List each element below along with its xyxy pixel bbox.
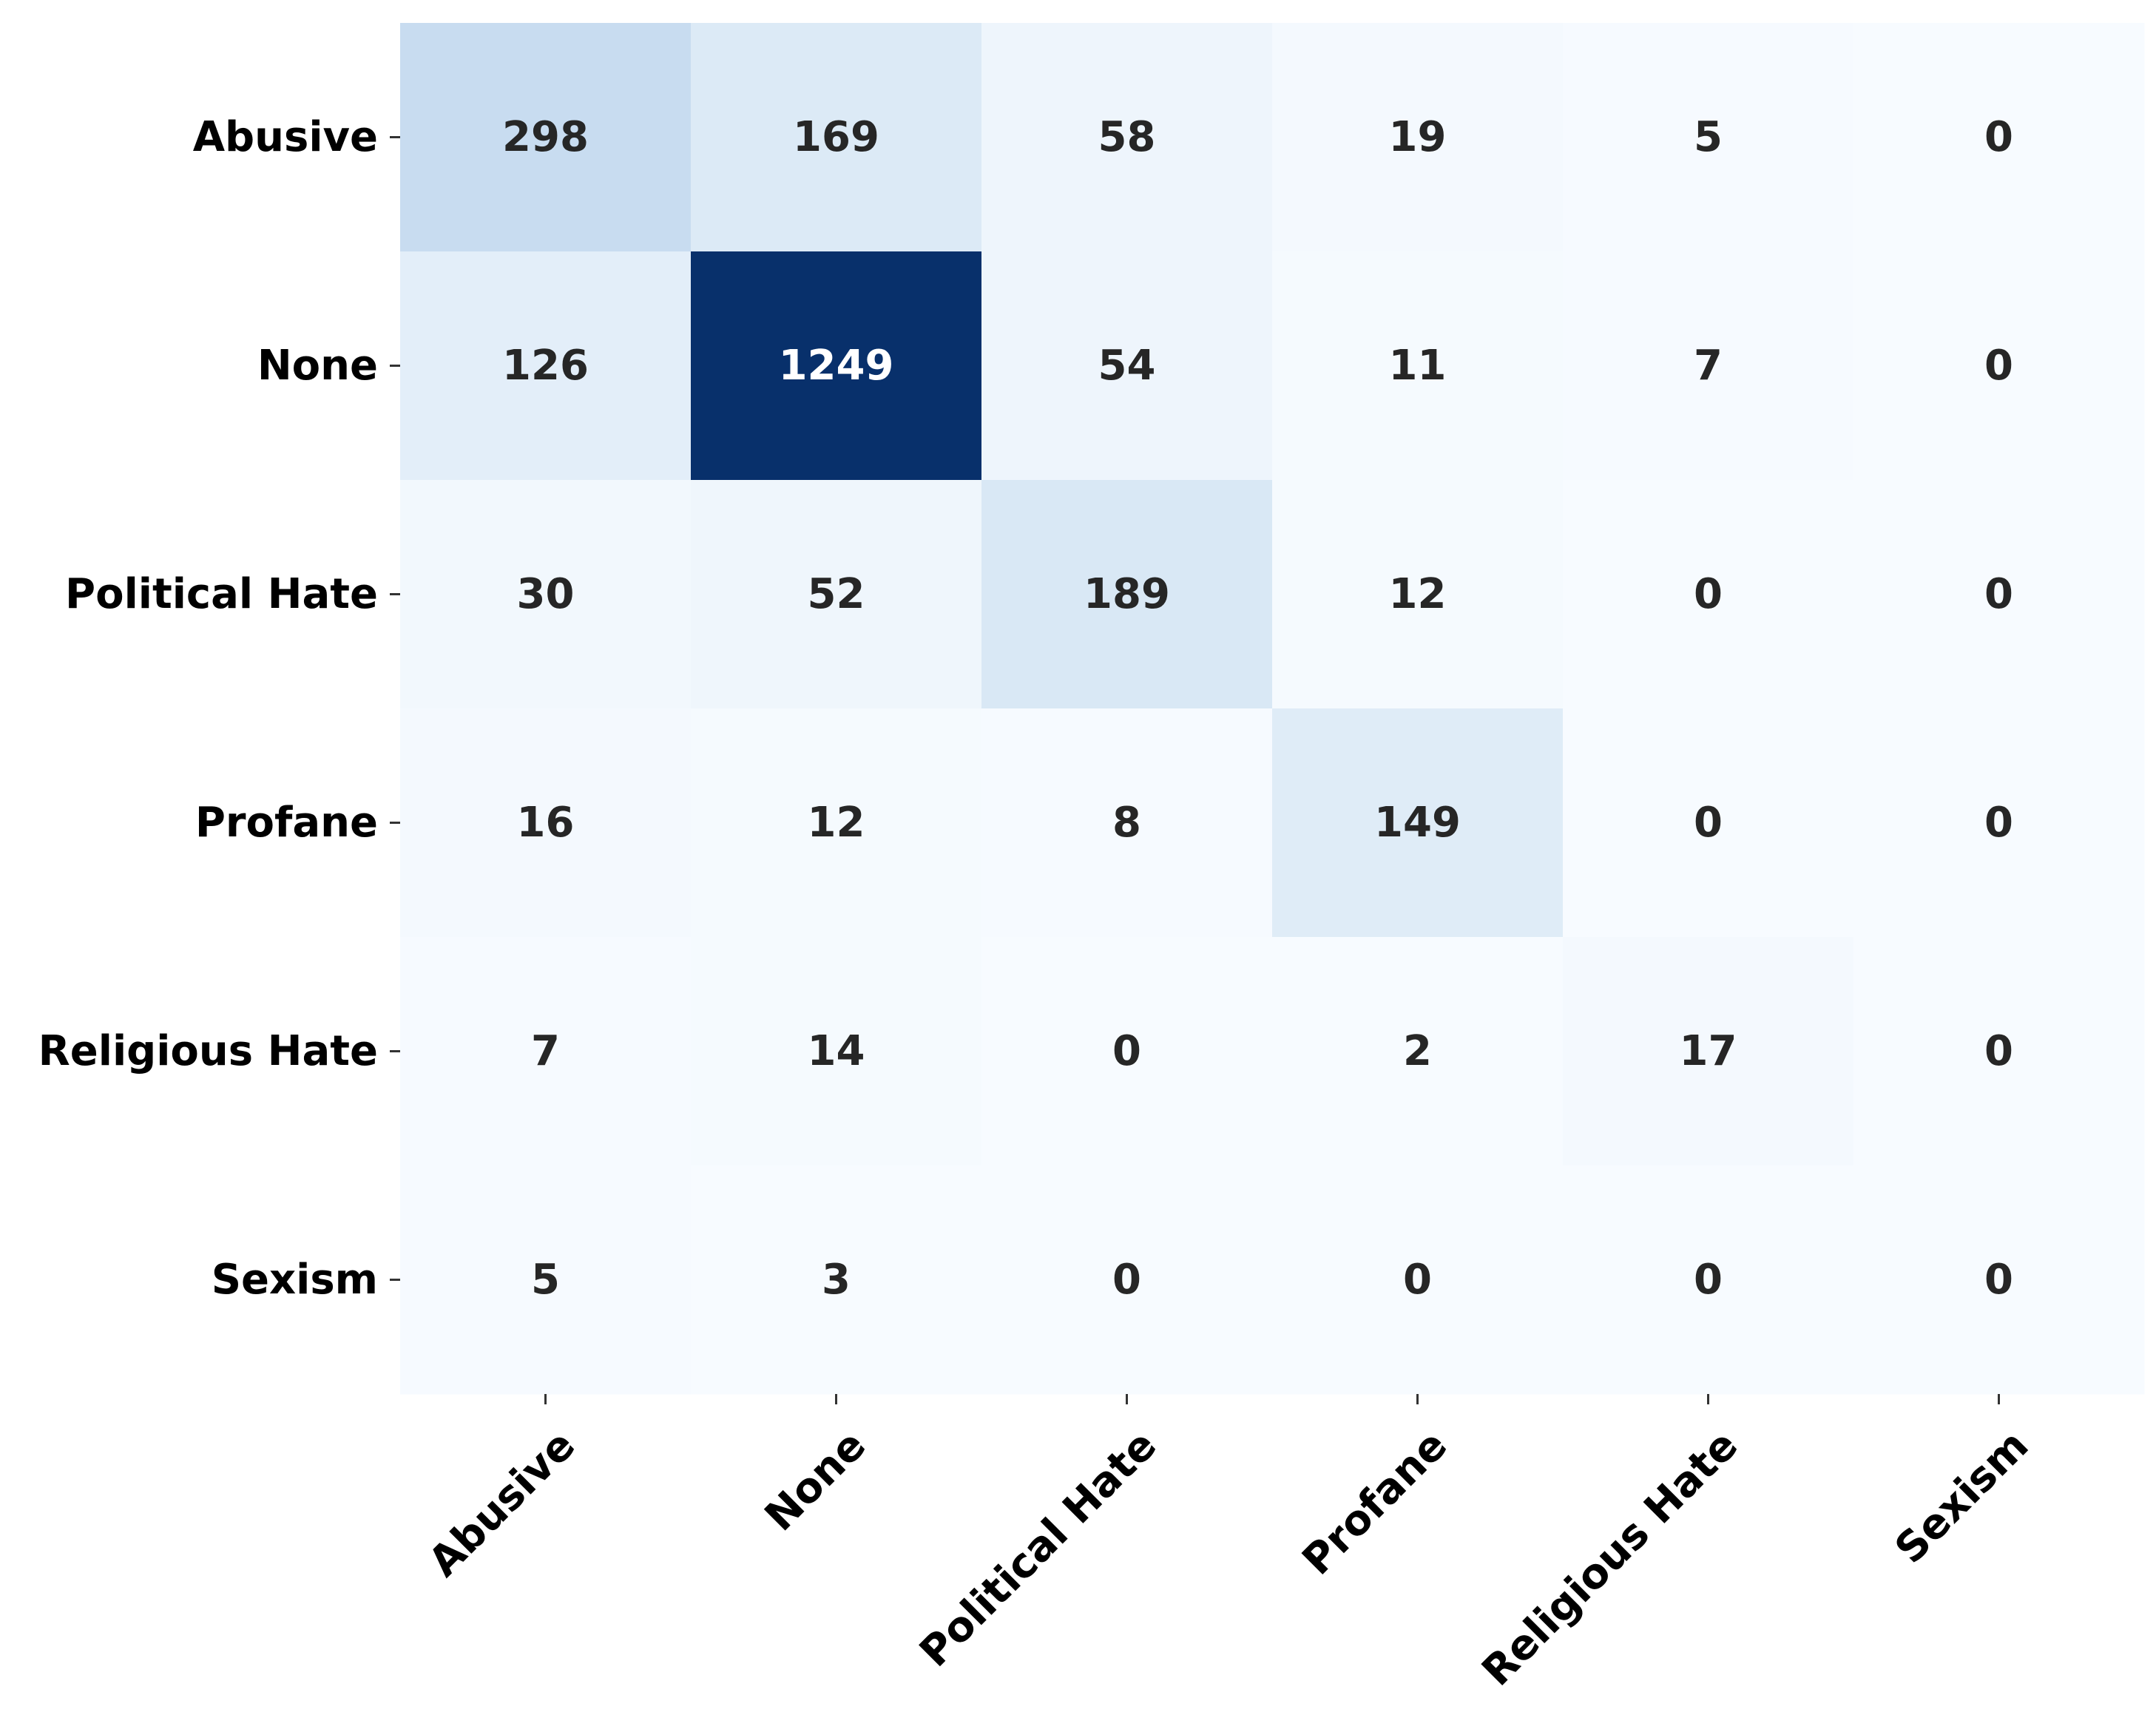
heatmap-cell-profane-profane — [1272, 708, 1564, 938]
heatmap-cell-none-political-hate — [981, 251, 1273, 481]
heatmap-cell-profane-none — [691, 708, 982, 938]
y-tick-label-abusive: Abusive — [193, 113, 378, 161]
y-tick-label-profane: Profane — [195, 799, 378, 847]
cell-value-sexism-sexism: 0 — [1984, 1256, 2013, 1304]
heatmap-cell-sexism-sexism — [1853, 1165, 2145, 1395]
cell-value-abusive-abusive: 298 — [502, 113, 589, 161]
heatmap-cell-abusive-abusive — [400, 23, 692, 252]
cell-value-sexism-religious-hate: 0 — [1694, 1256, 1723, 1304]
cell-value-abusive-political-hate: 58 — [1098, 113, 1156, 161]
cell-value-profane-sexism: 0 — [1984, 799, 2013, 847]
cell-value-profane-profane: 149 — [1374, 799, 1461, 847]
heatmap-cell-abusive-none — [691, 23, 982, 252]
heatmap-cell-abusive-religious-hate — [1563, 23, 1854, 252]
x-tick-label-abusive: Abusive — [419, 1421, 584, 1586]
cell-value-abusive-profane: 19 — [1389, 113, 1447, 161]
heatmap-cell-profane-sexism — [1853, 708, 2145, 938]
y-tick-label-religious-hate: Religious Hate — [38, 1027, 378, 1075]
cell-value-none-political-hate: 54 — [1098, 342, 1156, 390]
heatmap-cell-sexism-political-hate — [981, 1165, 1273, 1395]
cell-value-sexism-political-hate: 0 — [1112, 1256, 1141, 1304]
cell-value-profane-abusive: 16 — [517, 799, 575, 847]
cell-value-religious-hate-none: 14 — [808, 1027, 865, 1075]
cell-value-political-hate-political-hate: 189 — [1084, 570, 1170, 618]
heatmap-cell-religious-hate-profane — [1272, 937, 1564, 1166]
heatmap-cell-religious-hate-religious-hate — [1563, 937, 1854, 1166]
cell-value-religious-hate-profane: 2 — [1403, 1027, 1432, 1075]
cell-value-none-abusive: 126 — [502, 342, 589, 390]
heatmap-cell-abusive-political-hate — [981, 23, 1273, 252]
heatmap-cell-abusive-sexism — [1853, 23, 2145, 252]
heatmap-cell-religious-hate-political-hate — [981, 937, 1273, 1166]
y-tick-label-sexism: Sexism — [212, 1256, 378, 1304]
heatmap-cells — [400, 23, 2145, 1395]
heatmap-cell-religious-hate-none — [691, 937, 982, 1166]
heatmap-cell-sexism-profane — [1272, 1165, 1564, 1395]
y-axis: Abusive None Political Hate Profane Religiou… — [38, 113, 400, 1304]
cell-value-religious-hate-sexism: 0 — [1984, 1027, 2013, 1075]
cell-value-political-hate-profane: 12 — [1389, 570, 1447, 618]
heatmap-cell-abusive-profane — [1272, 23, 1564, 252]
x-tick-label-sexism: Sexism — [1886, 1421, 2038, 1573]
x-axis: Abusive None Political Hate Profane Religiou… — [419, 1394, 2038, 1696]
heatmap-cell-religious-hate-abusive — [400, 937, 692, 1166]
cell-value-political-hate-abusive: 30 — [517, 570, 575, 618]
heatmap-cell-political-hate-political-hate — [981, 480, 1273, 709]
cell-value-sexism-profane: 0 — [1403, 1256, 1432, 1304]
cell-value-profane-religious-hate: 0 — [1694, 799, 1723, 847]
heatmap-cell-profane-political-hate — [981, 708, 1273, 938]
cell-value-sexism-none: 3 — [822, 1256, 851, 1304]
cell-value-religious-hate-political-hate: 0 — [1112, 1027, 1141, 1075]
x-tick-label-none: None — [756, 1421, 875, 1540]
x-tick-label-religious-hate: Religious Hate — [1473, 1421, 1747, 1696]
y-tick-label-political-hate: Political Hate — [65, 570, 378, 618]
heatmap-cell-political-hate-religious-hate — [1563, 480, 1854, 709]
heatmap-cell-sexism-religious-hate — [1563, 1165, 1854, 1395]
x-tick-label-profane: Profane — [1294, 1421, 1457, 1585]
heatmap-cell-political-hate-profane — [1272, 480, 1564, 709]
heatmap-cell-religious-hate-sexism — [1853, 937, 2145, 1166]
heatmap-cell-political-hate-sexism — [1853, 480, 2145, 709]
cell-value-sexism-abusive: 5 — [531, 1256, 560, 1304]
cell-value-none-sexism: 0 — [1984, 342, 2013, 390]
cell-value-profane-none: 12 — [808, 799, 865, 847]
x-tick-label-political-hate: Political Hate — [910, 1421, 1166, 1677]
heatmap-cell-political-hate-abusive — [400, 480, 692, 709]
cell-value-political-hate-sexism: 0 — [1984, 570, 2013, 618]
cell-value-religious-hate-abusive: 7 — [531, 1027, 560, 1075]
cell-value-abusive-religious-hate: 5 — [1694, 113, 1723, 161]
cell-value-religious-hate-religious-hate: 17 — [1680, 1027, 1737, 1075]
cell-value-none-none: 1249 — [779, 342, 894, 390]
cell-value-none-profane: 11 — [1389, 342, 1447, 390]
y-tick-label-none: None — [257, 342, 378, 390]
cell-value-political-hate-none: 52 — [808, 570, 865, 618]
heatmap-cell-none-religious-hate — [1563, 251, 1854, 481]
heatmap-cell-profane-religious-hate — [1563, 708, 1854, 938]
heatmap-cell-political-hate-none — [691, 480, 982, 709]
heatmap-cell-sexism-abusive — [400, 1165, 692, 1395]
cell-value-none-religious-hate: 7 — [1694, 342, 1723, 390]
cell-value-political-hate-religious-hate: 0 — [1694, 570, 1723, 618]
heatmap-cell-none-abusive — [400, 251, 692, 481]
heatmap-cell-sexism-none — [691, 1165, 982, 1395]
cell-value-abusive-none: 169 — [793, 113, 879, 161]
cell-value-profane-political-hate: 8 — [1112, 799, 1141, 847]
heatmap-cell-profane-abusive — [400, 708, 692, 938]
heatmap-cell-none-profane — [1272, 251, 1564, 481]
heatmap-cell-none-sexism — [1853, 251, 2145, 481]
cell-value-abusive-sexism: 0 — [1984, 113, 2013, 161]
heatmap-cell-none-none — [691, 251, 982, 481]
